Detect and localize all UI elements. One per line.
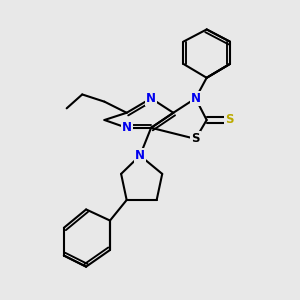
Text: N: N xyxy=(122,121,132,134)
Text: N: N xyxy=(135,149,145,162)
Text: S: S xyxy=(225,113,233,127)
Text: N: N xyxy=(146,92,156,105)
Text: N: N xyxy=(190,92,201,105)
Text: S: S xyxy=(191,132,200,146)
